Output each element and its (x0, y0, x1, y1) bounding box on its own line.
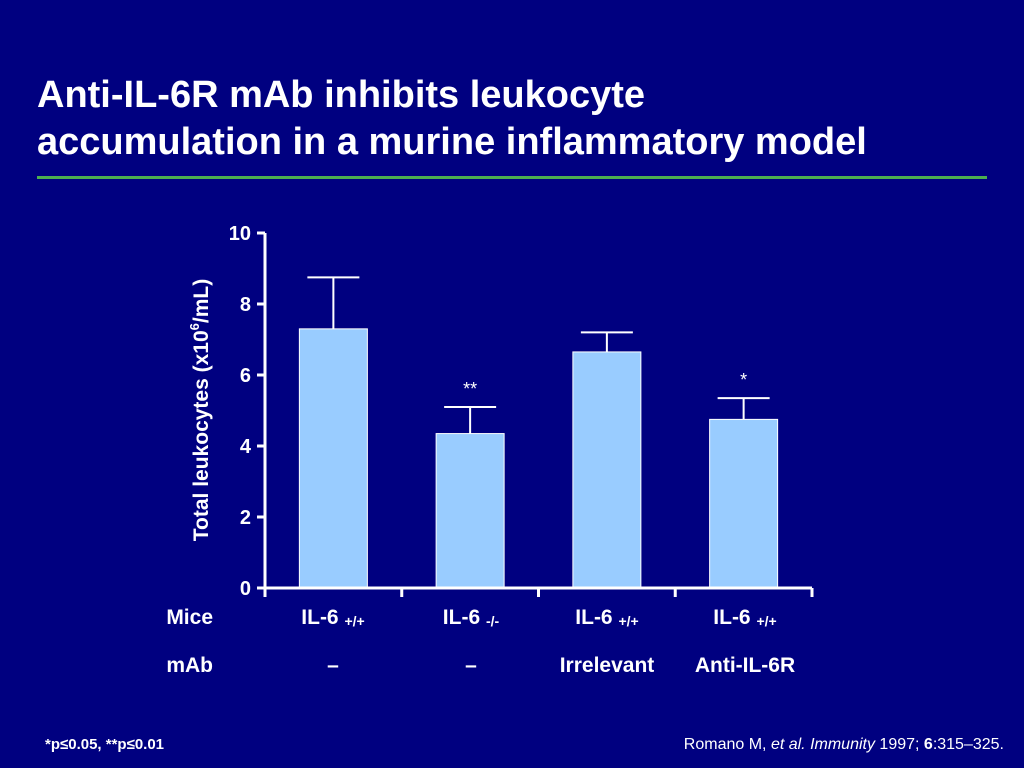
y-tick-label: 4 (240, 436, 252, 458)
y-tick-label: 10 (229, 223, 251, 245)
citation-journal: Immunity (805, 736, 875, 753)
y-axis-label-main: Total leukocytes (x10 (190, 330, 213, 541)
mice-strain: IL-6 (301, 606, 339, 629)
y-tick-label: 2 (240, 507, 251, 529)
mice-genotype: +/+ (344, 613, 365, 629)
mice-strain: IL-6 (713, 606, 751, 629)
mice-cell-3: IL-6 +/+ (575, 606, 638, 630)
mice-genotype: +/+ (618, 613, 639, 629)
mab-cell-1: – (327, 654, 339, 677)
mab-cell-4: Anti-IL-6R (694, 654, 796, 677)
citation-volume: 6 (923, 736, 933, 753)
mice-strain: IL-6 (442, 606, 481, 629)
mab-cell-2: – (465, 654, 477, 677)
citation-author: Romano M, (683, 736, 771, 753)
bar (572, 351, 642, 588)
title-line-1: Anti-IL-6R mAb inhibits leukocyte (37, 74, 646, 116)
citation: Romano M, et al. Immunity 1997; 6:315–32… (684, 736, 1004, 754)
y-tick-label: 0 (240, 578, 251, 600)
bar (709, 418, 779, 588)
title-line-2: accumulation in a murine inflammatory mo… (37, 121, 867, 163)
y-tick-label: 6 (240, 365, 251, 387)
citation-year: 1997; (874, 736, 924, 753)
bar (298, 328, 368, 588)
title-divider (37, 176, 987, 179)
y-axis-label: Total leukocytes (x106/mL) (187, 279, 213, 541)
citation-pages: :315–325. (932, 736, 1004, 753)
bar (435, 433, 505, 588)
significance-marker: ** (463, 379, 477, 399)
significance-footnote: *p≤0.05, **p≤0.01 (45, 736, 165, 753)
mab-row-label: mAb (166, 654, 213, 677)
mice-genotype: -/- (485, 613, 500, 629)
mice-row-label: Mice (166, 606, 213, 629)
mice-cell-2: IL-6 -/- (443, 606, 499, 630)
y-tick-label: 8 (240, 294, 251, 316)
mice-strain: IL-6 (575, 606, 613, 629)
y-axis-label-exponent: 6 (187, 323, 202, 330)
mice-genotype: +/+ (756, 613, 777, 629)
mab-cell-3: Irrelevant (559, 654, 655, 677)
mice-cell-4: IL-6 +/+ (713, 606, 776, 630)
significance-marker: * (740, 370, 747, 390)
citation-etal: et al. (770, 736, 806, 753)
y-axis-label-unit: /mL) (190, 279, 213, 323)
mice-cell-1: IL-6 +/+ (301, 606, 364, 630)
slide-title: Anti-IL-6R mAb inhibits leukocyte accumu… (37, 72, 997, 166)
